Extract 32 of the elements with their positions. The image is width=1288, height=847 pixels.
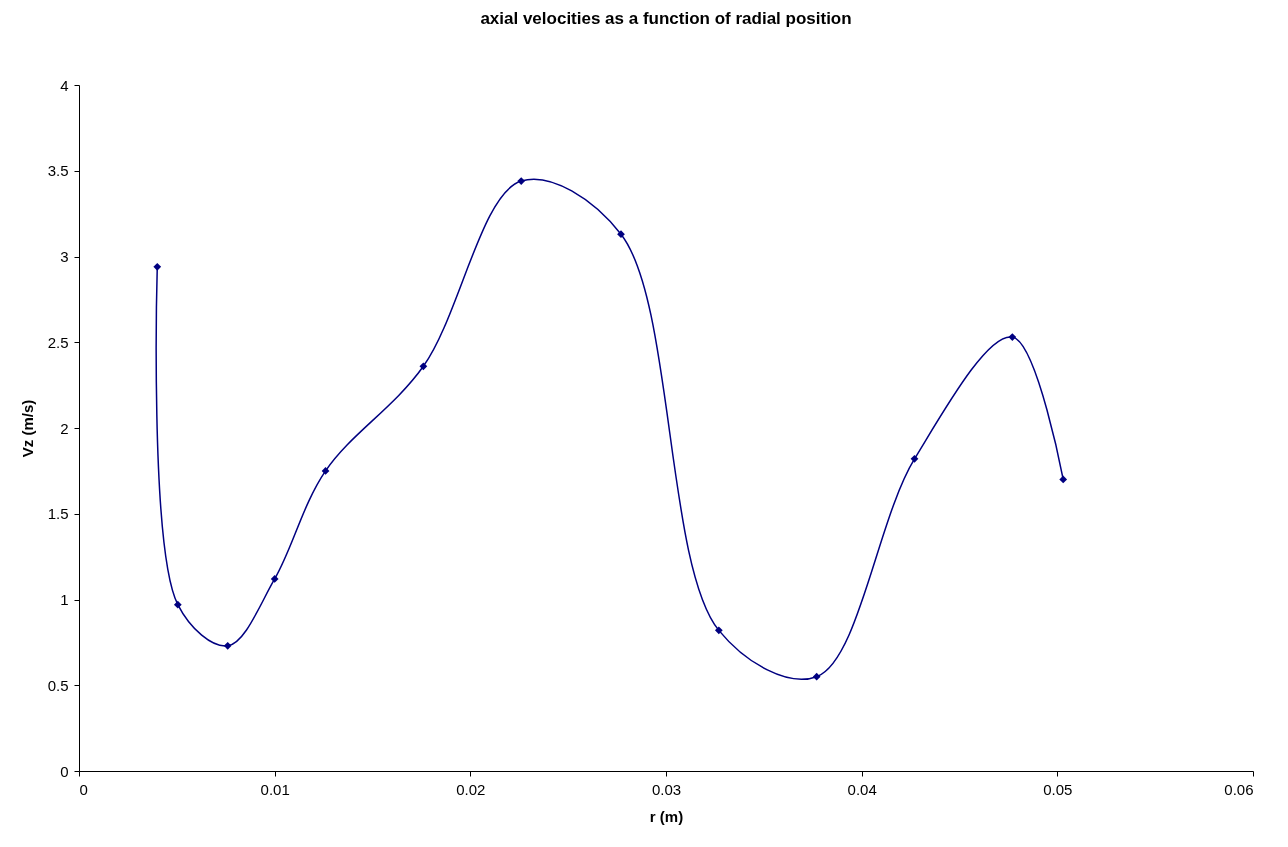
point: [812, 672, 821, 681]
y-tick-label: 4: [60, 76, 69, 94]
x-tick-label: 0.04: [847, 780, 877, 798]
point: [517, 177, 526, 185]
y-tick-label: 0: [60, 762, 69, 780]
point: [173, 600, 182, 609]
x-tick-label: 0.02: [456, 780, 486, 798]
y-tick-label: 3.5: [47, 162, 69, 180]
point: [1059, 475, 1068, 484]
point: [270, 575, 279, 583]
y-tick-label: 2.5: [47, 333, 69, 351]
x-tick-label: 0.03: [651, 780, 682, 798]
point: [223, 641, 232, 650]
y-tick-label: 2: [60, 419, 69, 437]
point: [617, 230, 625, 239]
x-tick-label: 0.05: [1043, 780, 1073, 798]
point: [910, 455, 919, 463]
y-axis-title: Vz (m/s): [18, 399, 36, 458]
x-tick-label: 0.01: [260, 780, 290, 798]
point: [321, 467, 330, 475]
x-axis-title: r (m): [649, 807, 684, 825]
point: [153, 262, 162, 271]
point: [419, 362, 428, 371]
y-tick-label: 1.5: [47, 505, 69, 523]
point: [1008, 333, 1017, 341]
chart-title: axial velocities as a function of radial position: [480, 9, 852, 28]
x-tick-label: 0: [79, 780, 88, 798]
y-tick-label: 3: [60, 248, 69, 265]
y-tick-label: 1: [60, 591, 69, 608]
x-tick-label: 0.06: [1224, 780, 1254, 798]
y-tick-label: 0.5: [47, 676, 69, 694]
point: [714, 626, 723, 635]
